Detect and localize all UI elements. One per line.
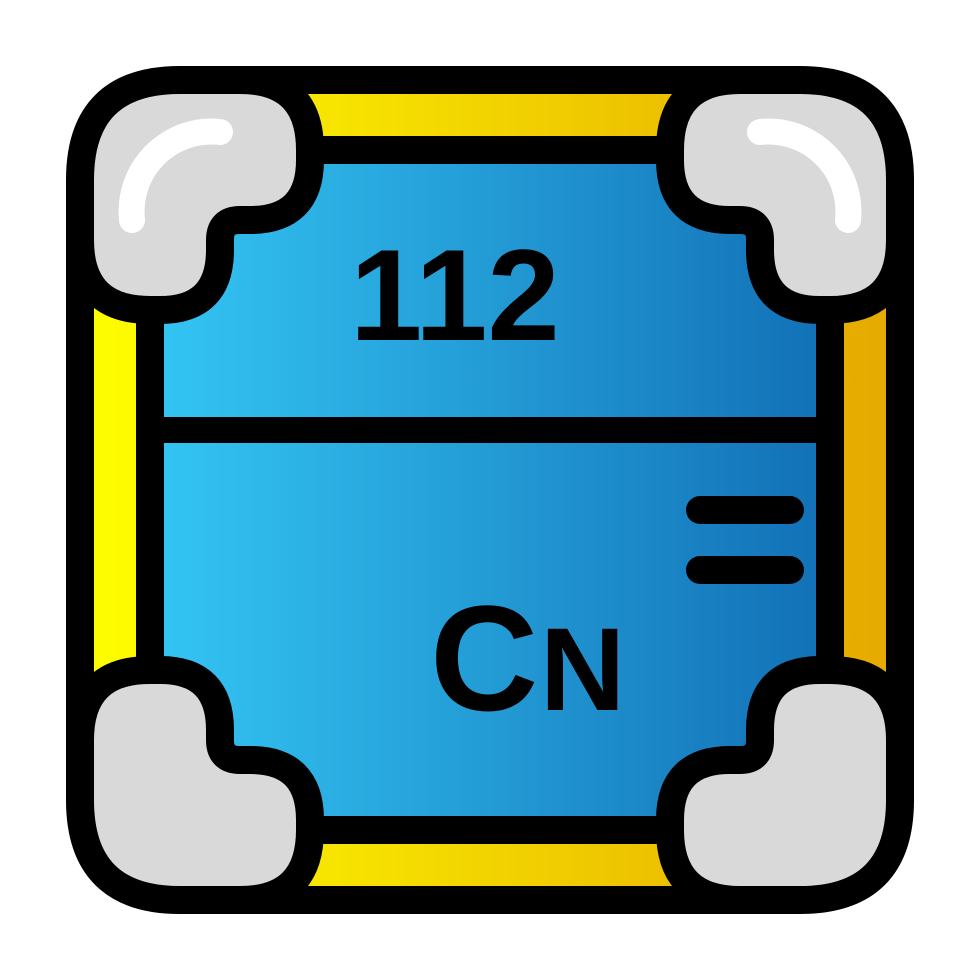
symbol-cap: C (430, 574, 538, 742)
periodic-element-tile-icon: 112 C N (50, 50, 930, 930)
atomic-number: 112 (350, 222, 560, 368)
symbol-small: N (540, 604, 625, 736)
